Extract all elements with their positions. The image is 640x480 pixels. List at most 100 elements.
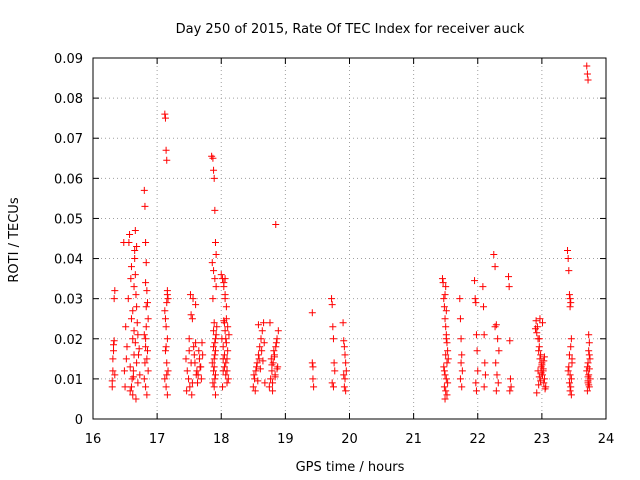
- data-point: [211, 335, 219, 343]
- data-point: [162, 343, 170, 351]
- data-point: [198, 339, 206, 347]
- data-point: [220, 319, 228, 327]
- data-point: [564, 367, 572, 375]
- data-point: [197, 375, 205, 383]
- data-point: [585, 331, 593, 339]
- data-point: [481, 359, 489, 367]
- y-tick-label: 0.07: [54, 132, 83, 147]
- data-point: [223, 379, 231, 387]
- data-point: [142, 343, 150, 351]
- data-point: [340, 383, 348, 391]
- data-point: [127, 275, 135, 283]
- x-tick-label: 21: [405, 432, 422, 447]
- data-point: [583, 387, 591, 395]
- data-point: [251, 387, 259, 395]
- data-point: [564, 255, 572, 263]
- data-point: [221, 327, 229, 335]
- chart-title: Day 250 of 2015, Rate Of TEC Index for r…: [176, 22, 525, 37]
- data-point: [163, 335, 171, 343]
- data-point: [585, 365, 593, 373]
- data-point: [197, 363, 205, 371]
- data-point: [506, 337, 514, 345]
- data-point: [442, 307, 450, 315]
- data-point: [252, 367, 260, 375]
- data-point: [220, 279, 228, 287]
- data-point: [328, 379, 336, 387]
- data-point: [133, 243, 141, 251]
- data-point: [328, 301, 336, 309]
- data-point: [210, 319, 218, 327]
- data-point: [136, 371, 144, 379]
- x-tick-label: 19: [277, 432, 294, 447]
- data-point: [585, 339, 593, 347]
- data-point: [456, 295, 464, 303]
- data-point: [331, 367, 339, 375]
- data-point: [183, 387, 191, 395]
- data-point: [308, 309, 316, 317]
- data-point: [260, 339, 268, 347]
- data-point: [109, 355, 117, 363]
- data-point: [224, 347, 232, 355]
- data-point: [213, 323, 221, 331]
- data-point: [442, 387, 450, 395]
- data-point: [222, 335, 230, 343]
- data-point: [183, 367, 191, 375]
- data-point: [440, 295, 448, 303]
- data-point: [219, 383, 227, 391]
- data-point: [584, 377, 592, 385]
- data-point: [193, 367, 201, 375]
- data-point: [142, 259, 150, 267]
- data-point: [142, 323, 150, 331]
- data-point: [210, 363, 218, 371]
- data-point: [471, 295, 479, 303]
- data-point: [211, 347, 219, 355]
- data-point: [329, 383, 337, 391]
- data-point: [442, 335, 450, 343]
- x-axis-label: GPS time / hours: [296, 460, 405, 475]
- data-point: [442, 283, 450, 291]
- data-point: [583, 70, 591, 78]
- y-tick-label: 0.08: [54, 92, 83, 107]
- x-tick-label: 24: [598, 432, 615, 447]
- data-point: [458, 367, 466, 375]
- data-point: [273, 365, 281, 373]
- data-point: [456, 375, 464, 383]
- data-point: [532, 317, 540, 325]
- data-point: [254, 351, 262, 359]
- data-point: [194, 371, 202, 379]
- data-point: [210, 327, 218, 335]
- data-point: [208, 259, 216, 267]
- data-point: [585, 347, 593, 355]
- data-point: [209, 379, 217, 387]
- data-point: [585, 351, 593, 359]
- data-point: [195, 347, 203, 355]
- data-point: [140, 331, 148, 339]
- data-point: [185, 375, 193, 383]
- data-point: [540, 357, 548, 365]
- data-point: [261, 379, 269, 387]
- data-point: [130, 283, 138, 291]
- data-point: [222, 371, 230, 379]
- data-point: [144, 299, 152, 307]
- data-point: [565, 363, 573, 371]
- data-point: [567, 335, 575, 343]
- data-point: [257, 335, 265, 343]
- data-point: [584, 76, 592, 84]
- data-point: [222, 339, 230, 347]
- data-point: [127, 315, 135, 323]
- data-point: [133, 319, 141, 327]
- data-point: [536, 315, 544, 323]
- data-point: [494, 335, 502, 343]
- data-point: [266, 319, 274, 327]
- data-point: [142, 239, 150, 247]
- data-point: [185, 347, 193, 355]
- data-point: [161, 347, 169, 355]
- data-point: [444, 379, 452, 387]
- axis-ticks: 16 17 18 19 20 21 22 23 24 0 0.01 0.02 0.03 0.04 0.05 0…: [54, 52, 614, 447]
- data-point: [440, 303, 448, 311]
- data-point: [126, 363, 134, 371]
- data-point: [225, 331, 233, 339]
- data-point: [458, 383, 466, 391]
- data-point: [505, 273, 513, 281]
- data-point: [539, 319, 547, 327]
